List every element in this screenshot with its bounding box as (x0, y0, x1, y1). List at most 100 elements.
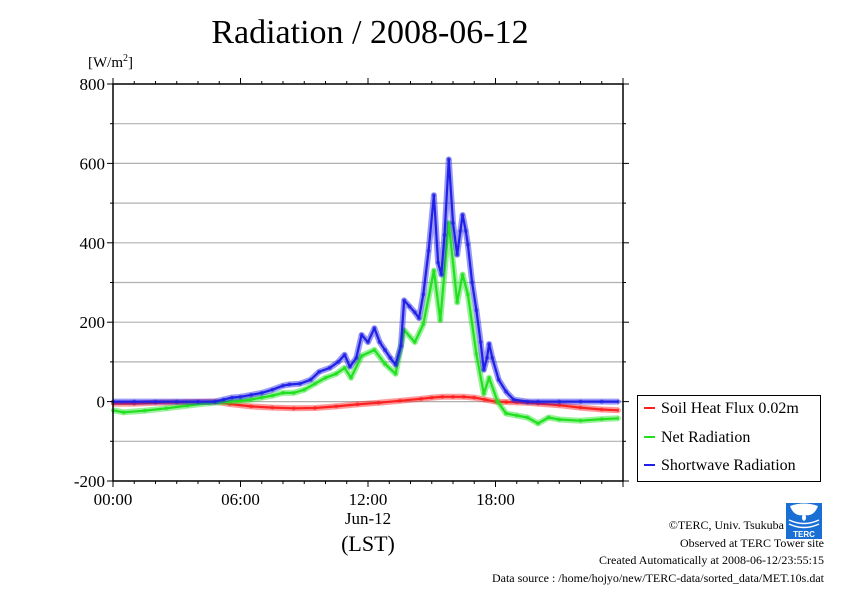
data-point (525, 415, 530, 420)
x-axis-label: (LST) (341, 531, 395, 556)
data-point (487, 342, 492, 347)
data-point (451, 220, 455, 225)
data-point (317, 369, 322, 374)
data-point (153, 399, 158, 404)
data-point (461, 394, 466, 399)
data-point (481, 391, 486, 396)
legend-item-soil-heat-flux: Soil Heat Flux 0.02m (644, 400, 799, 418)
data-point (359, 332, 364, 337)
series-line-2 (113, 158, 619, 403)
chart-title: Radiation / 2008-06-12 (211, 14, 529, 51)
data-point (238, 398, 243, 403)
data-point (436, 260, 441, 265)
legend: Soil Heat Flux 0.02m Net Radiation Short… (637, 395, 821, 482)
data-point (490, 355, 495, 360)
legend-swatch (644, 436, 655, 439)
data-point (465, 242, 470, 247)
x-tick-label: 06:00 (221, 490, 260, 509)
series-group (111, 156, 621, 427)
data-point (327, 365, 332, 370)
data-point (298, 381, 302, 386)
data-point (259, 395, 264, 400)
data-point (470, 280, 475, 285)
created-timestamp: Created Automatically at 2008-06-12/23:5… (599, 553, 824, 567)
y-axis-unit: [W/m2] (88, 53, 133, 72)
data-point (377, 340, 382, 345)
credits: ©TERC, Univ. Tsukuba Observed at TERC To… (492, 517, 824, 587)
legend-item-net-radiation: Net Radiation (644, 429, 750, 447)
data-point (221, 397, 226, 402)
data-point (455, 300, 460, 305)
data-point (421, 292, 426, 297)
y-tick-label: 200 (80, 313, 106, 332)
data-point (536, 399, 540, 404)
data-point (121, 410, 126, 415)
data-point (402, 298, 407, 303)
data-point (474, 351, 479, 356)
data-point (372, 347, 377, 352)
data-point (485, 355, 489, 360)
data-point (599, 417, 604, 422)
data-point (281, 390, 285, 395)
data-point (164, 406, 169, 411)
data-point (132, 399, 137, 404)
data-point (393, 371, 398, 376)
data-point (472, 395, 477, 400)
data-point (249, 392, 254, 397)
data-point (359, 353, 364, 358)
data-point (446, 157, 451, 162)
y-unit-sup: 2 (123, 53, 128, 64)
data-point (578, 399, 583, 404)
data-point (431, 193, 436, 198)
data-point (354, 355, 359, 360)
terc-logo: TERC (786, 503, 822, 539)
data-point (185, 403, 190, 408)
data-point (421, 322, 426, 327)
data-point (398, 344, 403, 349)
y-tick-label: 400 (80, 234, 106, 253)
data-point (557, 403, 562, 408)
data-point (504, 399, 509, 404)
x-tick-label: 00:00 (94, 490, 133, 509)
data-point (546, 415, 551, 420)
series-line-1 (112, 221, 619, 425)
data-point (383, 361, 387, 366)
data-point (514, 413, 519, 418)
y-tick-label: 600 (80, 154, 106, 173)
data-point (334, 371, 339, 376)
data-point (616, 399, 621, 404)
data-point (599, 407, 604, 412)
data-point (511, 397, 516, 402)
data-point (349, 375, 353, 380)
data-point (291, 406, 296, 411)
data-point (270, 393, 275, 398)
data-point (487, 375, 492, 380)
data-point (249, 404, 254, 409)
data-point (281, 383, 285, 388)
data-point (438, 318, 443, 323)
data-point (227, 399, 232, 404)
data-point (407, 304, 412, 309)
data-point (616, 416, 621, 421)
data-point (342, 365, 347, 370)
x-tick-label: 12:00 (349, 490, 388, 509)
data-point (412, 310, 417, 315)
data-point (291, 390, 296, 395)
data-point (312, 381, 317, 386)
legend-label: Soil Heat Flux 0.02m (661, 400, 799, 417)
y-tick-label: -200 (74, 472, 105, 491)
data-point (442, 232, 447, 237)
data-point (312, 405, 317, 410)
data-point (259, 390, 264, 395)
data-point (451, 394, 455, 399)
data-point (481, 367, 486, 372)
data-point (536, 421, 540, 426)
data-point (355, 402, 360, 407)
data-point (412, 340, 417, 345)
data-point (474, 308, 479, 313)
data-point (302, 387, 307, 392)
data-point (419, 396, 424, 401)
data-point (334, 404, 339, 409)
